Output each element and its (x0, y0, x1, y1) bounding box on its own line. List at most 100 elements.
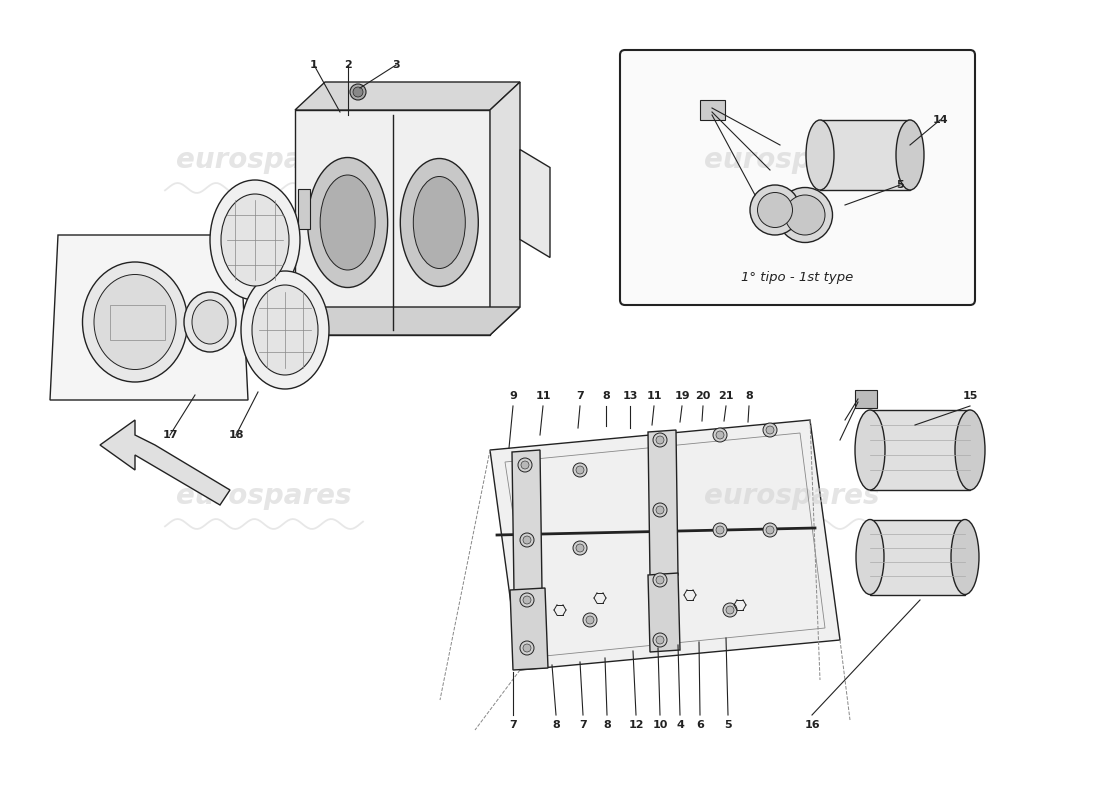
Polygon shape (490, 82, 520, 335)
Text: 8: 8 (603, 720, 611, 730)
Ellipse shape (952, 519, 979, 594)
Circle shape (653, 433, 667, 447)
Ellipse shape (320, 175, 375, 270)
Text: eurospares: eurospares (704, 482, 880, 510)
Text: 7: 7 (509, 720, 517, 730)
Text: 18: 18 (229, 430, 244, 440)
Circle shape (713, 428, 727, 442)
Text: 8: 8 (552, 720, 560, 730)
Ellipse shape (308, 158, 387, 287)
Polygon shape (295, 82, 520, 110)
Circle shape (656, 636, 664, 644)
Polygon shape (490, 420, 840, 670)
Text: 16: 16 (804, 720, 820, 730)
Polygon shape (295, 110, 490, 335)
Text: 4: 4 (676, 720, 684, 730)
Circle shape (766, 526, 774, 534)
Circle shape (576, 544, 584, 552)
Circle shape (522, 644, 531, 652)
Circle shape (763, 523, 777, 537)
Text: 11: 11 (647, 391, 662, 401)
Circle shape (713, 523, 727, 537)
Ellipse shape (414, 177, 465, 269)
Circle shape (726, 606, 734, 614)
Polygon shape (510, 588, 548, 670)
Circle shape (656, 436, 664, 444)
Bar (870, 520, 965, 595)
Circle shape (763, 423, 777, 437)
Text: 19: 19 (674, 391, 690, 401)
Text: 21: 21 (718, 391, 734, 401)
Ellipse shape (400, 158, 478, 286)
Text: 7: 7 (579, 720, 587, 730)
Polygon shape (648, 430, 678, 577)
Ellipse shape (785, 195, 825, 235)
Polygon shape (648, 573, 680, 652)
Circle shape (576, 466, 584, 474)
Ellipse shape (210, 180, 300, 300)
Text: 8: 8 (602, 391, 609, 401)
Ellipse shape (896, 120, 924, 190)
Text: 5: 5 (724, 720, 732, 730)
Ellipse shape (806, 120, 834, 190)
Circle shape (716, 526, 724, 534)
Polygon shape (50, 235, 248, 400)
Circle shape (653, 573, 667, 587)
Text: eurospares: eurospares (176, 146, 352, 174)
Circle shape (521, 461, 529, 469)
Text: 7: 7 (576, 391, 584, 401)
Circle shape (518, 458, 532, 472)
Text: 12: 12 (628, 720, 643, 730)
Circle shape (522, 536, 531, 544)
Ellipse shape (856, 519, 884, 594)
Text: 1° tipo - 1st type: 1° tipo - 1st type (741, 271, 854, 285)
Bar (298, 189, 310, 229)
Circle shape (653, 503, 667, 517)
Ellipse shape (82, 262, 187, 382)
Circle shape (573, 463, 587, 477)
Circle shape (573, 541, 587, 555)
Text: 2: 2 (344, 60, 352, 70)
Text: 9: 9 (509, 391, 517, 401)
Circle shape (522, 596, 531, 604)
Circle shape (520, 641, 534, 655)
Ellipse shape (778, 187, 833, 242)
Bar (820, 120, 910, 190)
Circle shape (766, 426, 774, 434)
Polygon shape (100, 420, 230, 505)
Ellipse shape (758, 193, 792, 227)
Circle shape (723, 603, 737, 617)
Text: 11: 11 (536, 391, 551, 401)
Text: 1: 1 (310, 60, 318, 70)
Text: 6: 6 (696, 720, 704, 730)
Text: 17: 17 (163, 430, 178, 440)
Circle shape (520, 533, 534, 547)
Circle shape (350, 84, 366, 100)
Text: 13: 13 (623, 391, 638, 401)
Ellipse shape (241, 271, 329, 389)
Text: 3: 3 (393, 60, 399, 70)
Ellipse shape (855, 410, 886, 490)
Ellipse shape (252, 285, 318, 375)
Polygon shape (520, 150, 550, 258)
Circle shape (520, 593, 534, 607)
Text: 5: 5 (896, 180, 904, 190)
Circle shape (583, 613, 597, 627)
Text: 15: 15 (962, 391, 978, 401)
Circle shape (656, 576, 664, 584)
Circle shape (656, 506, 664, 514)
Bar (870, 410, 970, 490)
Text: 14: 14 (932, 115, 948, 125)
Ellipse shape (221, 194, 289, 286)
Ellipse shape (750, 185, 800, 235)
Text: 8: 8 (745, 391, 752, 401)
Polygon shape (295, 307, 520, 335)
Circle shape (653, 633, 667, 647)
Ellipse shape (94, 274, 176, 370)
Text: 20: 20 (695, 391, 711, 401)
Bar (855, 390, 877, 408)
FancyBboxPatch shape (620, 50, 975, 305)
Circle shape (586, 616, 594, 624)
Bar (700, 100, 725, 120)
Polygon shape (512, 450, 542, 592)
